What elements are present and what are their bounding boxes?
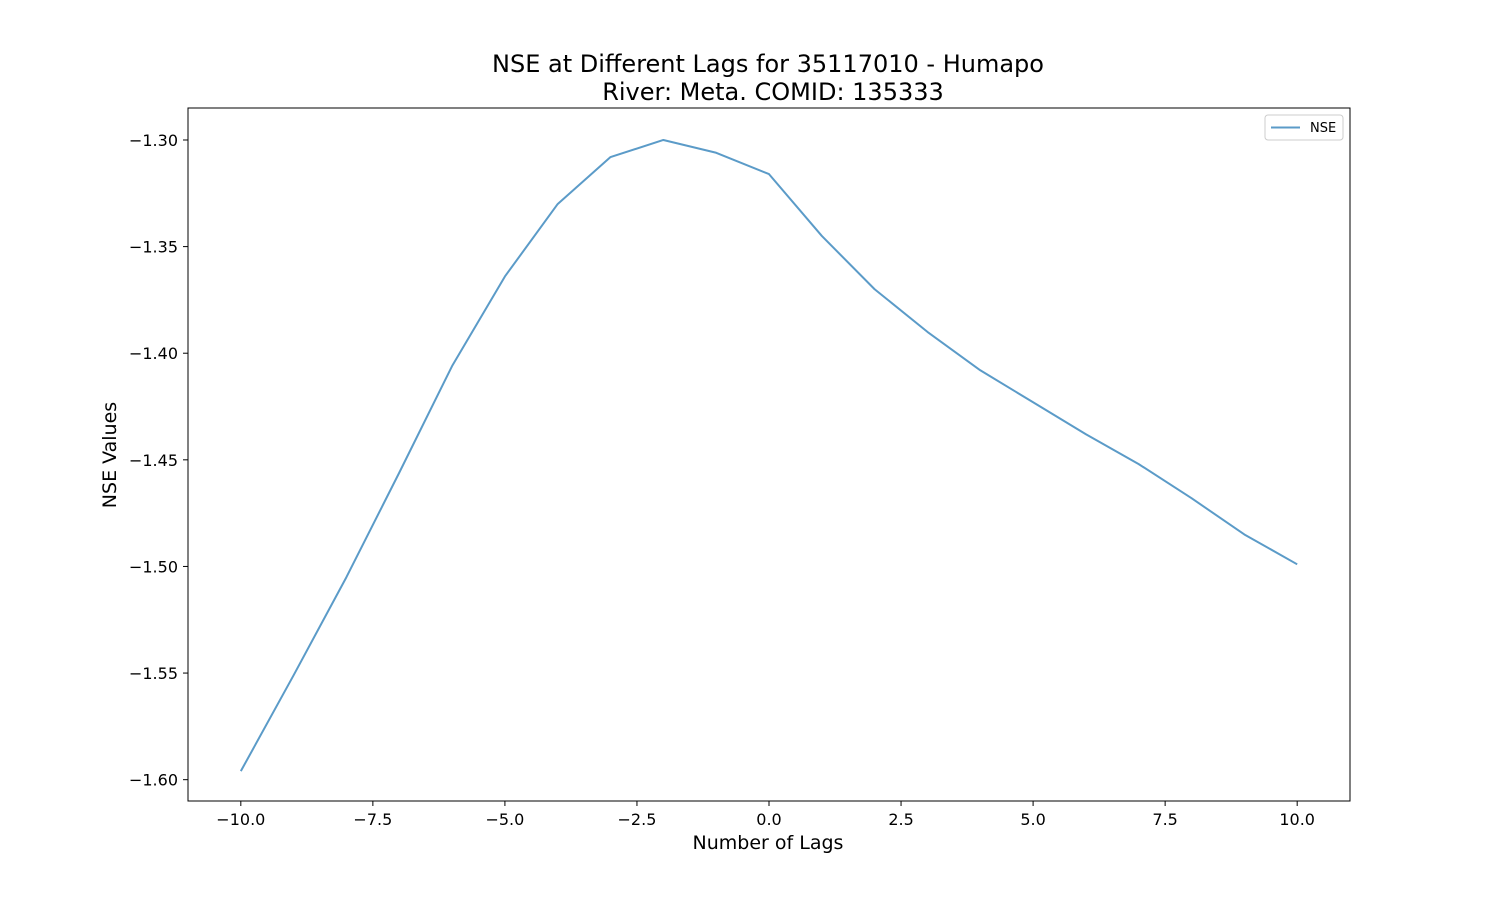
- x-tick-label: −5.0: [485, 810, 524, 829]
- y-axis: −1.30 −1.35 −1.40 −1.45 −1.50 −1.55 −1.60: [129, 131, 188, 790]
- x-tick-label: −10.0: [216, 810, 265, 829]
- data-point: [1085, 433, 1087, 435]
- data-point: [557, 203, 559, 205]
- y-tick-label: −1.55: [129, 664, 178, 683]
- data-point: [451, 365, 453, 367]
- x-tick-label: 10.0: [1279, 810, 1315, 829]
- y-tick-label: −1.30: [129, 131, 178, 150]
- data-point: [1032, 401, 1034, 403]
- x-tick-label: 0.0: [756, 810, 781, 829]
- data-point: [926, 331, 928, 333]
- data-point: [715, 152, 717, 154]
- data-point: [1243, 533, 1245, 535]
- x-tick-label: 5.0: [1020, 810, 1045, 829]
- plot-area: [239, 138, 1298, 772]
- chart-title-line-2: River: Meta. COMID: 135333: [602, 78, 944, 106]
- data-point: [821, 235, 823, 237]
- x-tick-label: 2.5: [888, 810, 913, 829]
- data-point: [874, 288, 876, 290]
- y-tick-label: −1.40: [129, 344, 178, 363]
- data-point: [504, 275, 506, 277]
- y-tick-label: −1.60: [129, 771, 178, 790]
- data-point: [1296, 563, 1298, 565]
- y-axis-label: NSE Values: [99, 402, 121, 508]
- x-tick-label: −7.5: [353, 810, 392, 829]
- data-point: [768, 173, 770, 175]
- data-point: [1191, 497, 1193, 499]
- y-tick-label: −1.50: [129, 557, 178, 576]
- x-axis-label: Number of Lags: [693, 832, 844, 854]
- chart-title-line-1: NSE at Different Lags for 35117010 - Hum…: [492, 50, 1044, 78]
- data-point: [398, 472, 400, 474]
- plot-frame: [187, 107, 1351, 802]
- data-point: [662, 139, 664, 141]
- data-point: [293, 674, 295, 676]
- x-tick-label: −2.5: [618, 810, 657, 829]
- y-tick-label: −1.35: [129, 238, 178, 257]
- x-tick-label: 7.5: [1152, 810, 1177, 829]
- data-point: [1138, 463, 1140, 465]
- y-tick-label: −1.45: [129, 451, 178, 470]
- series-line-nse: [239, 138, 1298, 772]
- data-point: [979, 369, 981, 371]
- legend: NSE: [1264, 114, 1344, 141]
- data-point: [240, 770, 242, 772]
- legend-label-nse: NSE: [1310, 121, 1336, 136]
- x-axis: −10.0 −7.5 −5.0 −2.5 0.0 2.5 5.0 7.5 10.0: [216, 801, 1315, 829]
- data-point: [610, 156, 612, 158]
- legend-box: [1264, 114, 1344, 141]
- data-point: [345, 576, 347, 578]
